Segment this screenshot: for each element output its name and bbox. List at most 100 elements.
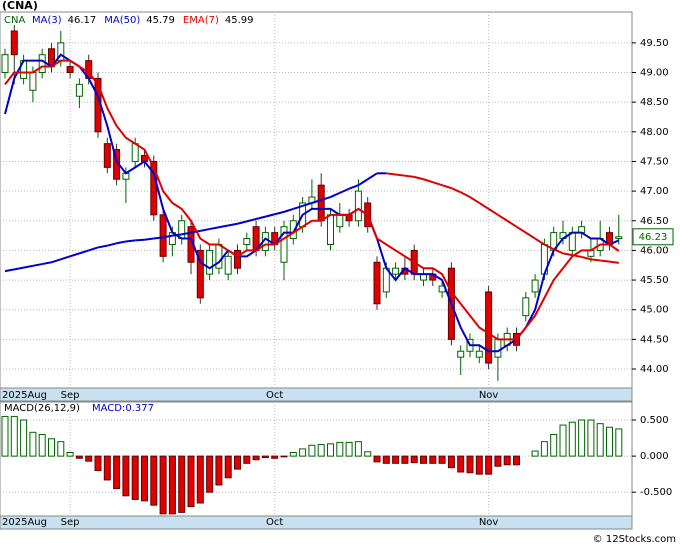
- bar: [271, 455, 279, 459]
- candle-body: [206, 249, 214, 275]
- line-segment: [432, 181, 443, 187]
- bar: [150, 455, 158, 506]
- candle-body: [280, 226, 288, 263]
- line-segment: [311, 199, 322, 204]
- line-segment: [357, 178, 369, 187]
- candle-body: [568, 232, 576, 251]
- line-segment: [32, 263, 43, 267]
- line-segment: [181, 231, 192, 236]
- line: [4, 59, 620, 341]
- candle-body: [75, 83, 83, 97]
- line-segment: [144, 237, 154, 241]
- bar: [382, 455, 390, 464]
- price-panel: [0, 11, 633, 389]
- bar: [196, 455, 204, 504]
- x-tick-label: 2025Aug: [2, 517, 47, 528]
- legend-name: EMA(7): [183, 15, 219, 26]
- bar: [327, 443, 334, 457]
- line-segment: [423, 178, 434, 184]
- bar: [345, 441, 353, 457]
- line-segment: [543, 243, 555, 251]
- line-segment: [42, 261, 52, 266]
- line-segment: [172, 233, 182, 237]
- bar: [364, 451, 372, 457]
- bar: [587, 419, 595, 457]
- bar: [1, 415, 9, 457]
- candle-body: [485, 291, 493, 364]
- macd-value: 0.377: [125, 403, 154, 414]
- bar: [447, 455, 455, 469]
- bar: [206, 455, 214, 493]
- bar: [48, 438, 55, 457]
- bar: [503, 455, 511, 466]
- line-segment: [404, 174, 415, 178]
- y-tick-label: 45.50: [640, 275, 669, 286]
- line-segment: [553, 248, 564, 255]
- line-segment: [60, 255, 71, 261]
- candle-body: [392, 267, 400, 275]
- line-segment: [450, 187, 462, 194]
- line-segment: [348, 184, 359, 190]
- y-tick-label: -0.500: [640, 487, 672, 498]
- candle-body: [327, 214, 334, 245]
- candle-body: [38, 54, 46, 73]
- candle-body: [522, 297, 530, 317]
- bar: [429, 455, 437, 464]
- line-segment: [283, 207, 294, 213]
- bar: [38, 433, 46, 457]
- bar: [10, 415, 18, 457]
- candle-body: [354, 190, 362, 222]
- legend-name: MA(50): [104, 15, 140, 26]
- candle-body: [457, 350, 465, 358]
- line-segment: [506, 219, 518, 228]
- bar: [131, 455, 139, 500]
- x-axis-strip: [0, 515, 633, 530]
- candle-body: [178, 220, 186, 240]
- bar: [336, 441, 344, 457]
- line-segment: [107, 242, 117, 247]
- candle-body: [234, 249, 241, 269]
- line-segment: [97, 244, 108, 249]
- line-segment: [320, 196, 331, 201]
- bar: [289, 452, 297, 457]
- candle-body: [615, 236, 623, 240]
- y-tick-label: 47.50: [640, 156, 669, 167]
- bar: [317, 444, 325, 457]
- line-segment: [515, 225, 527, 234]
- line-segment: [590, 258, 601, 262]
- bar: [540, 441, 548, 457]
- legend-name: MA(3): [32, 15, 62, 26]
- candle-body: [243, 238, 251, 245]
- legend-value: 46.17: [68, 15, 97, 26]
- line-segment: [255, 215, 266, 220]
- bar: [20, 419, 28, 457]
- line-segment: [153, 236, 164, 240]
- bar: [94, 455, 102, 472]
- candle-body: [103, 143, 111, 168]
- line-segment: [274, 210, 285, 216]
- candle-body: [10, 30, 18, 56]
- line-segment: [488, 208, 499, 216]
- y-tick-label: 46.00: [640, 245, 669, 256]
- line-segment: [265, 213, 275, 218]
- x-tick-label: Oct: [266, 390, 283, 401]
- line-segment: [246, 218, 257, 223]
- bar: [243, 455, 251, 464]
- line-segment: [79, 249, 90, 255]
- x-tick-label: Nov: [479, 390, 499, 401]
- line-segment: [600, 259, 610, 263]
- y-tick-label: 47.00: [640, 186, 669, 197]
- line-segment: [135, 238, 145, 242]
- x-tick-label: 2025Aug: [2, 390, 47, 401]
- line-segment: [302, 202, 313, 207]
- bar: [494, 455, 502, 467]
- line-segment: [386, 172, 396, 176]
- legend-value: 45.99: [225, 15, 254, 26]
- line-segment: [413, 175, 424, 181]
- candle-body: [373, 261, 381, 305]
- bar: [596, 423, 604, 457]
- x-tick-label: Sep: [61, 390, 80, 401]
- line-segment: [228, 222, 238, 227]
- bar: [354, 441, 362, 457]
